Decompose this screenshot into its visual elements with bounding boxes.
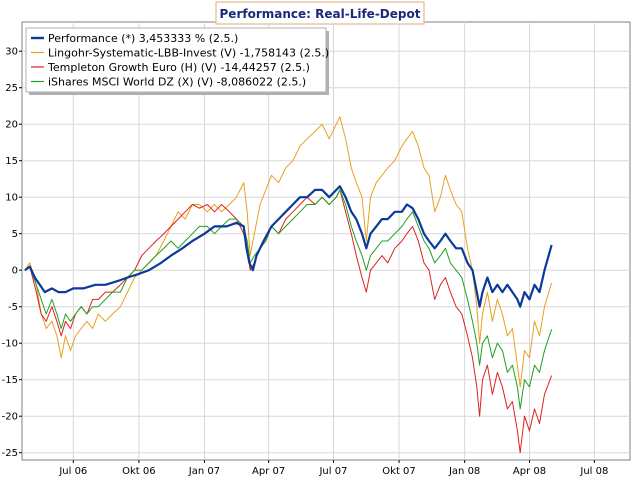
y-tick-label: 0 — [12, 266, 18, 277]
series-line-1 — [24, 189, 553, 454]
legend-entry: Performance (*) 3,453333 % (2.5.) — [48, 32, 238, 45]
legend-box — [25, 27, 327, 93]
x-tick-label: Apr 07 — [252, 466, 285, 477]
x-tick-label: Jan 08 — [448, 466, 480, 477]
title-box — [215, 1, 425, 25]
y-tick-label: 10 — [5, 193, 18, 204]
chart-title: Performance: Real-Life-Depot — [220, 7, 421, 21]
y-tick-label: -5 — [8, 302, 18, 313]
x-tick-label: Jul 08 — [579, 466, 608, 477]
y-tick-label: -20 — [2, 412, 18, 423]
x-tick-label: Okt 06 — [122, 466, 156, 477]
series-line-2 — [24, 189, 553, 410]
y-tick-label: -10 — [2, 339, 18, 350]
x-tick-label: Jan 07 — [188, 466, 220, 477]
y-tick-label: 20 — [5, 120, 18, 131]
y-tick-label: 25 — [5, 83, 18, 94]
series-line-0 — [24, 116, 553, 388]
x-tick-label: Okt 07 — [382, 466, 416, 477]
x-tick-label: Apr 08 — [513, 466, 546, 477]
legend-entry: Lingohr-Systematic-LBB-Invest (V) -1,758… — [48, 47, 329, 60]
y-tick-label: 5 — [12, 229, 18, 240]
y-tick-label: 15 — [5, 156, 18, 167]
series-line-3 — [24, 185, 553, 308]
x-tick-label: Jul 06 — [58, 466, 87, 477]
y-tick-label: -25 — [2, 448, 18, 459]
legend-entry: Templeton Growth Euro (H) (V) -14,44257 … — [47, 61, 310, 74]
y-tick-label: 30 — [5, 47, 18, 58]
legend-entry: iShares MSCI World DZ (X) (V) -8,086022 … — [48, 76, 306, 89]
y-tick-label: -15 — [2, 375, 18, 386]
x-tick-label: Jul 07 — [318, 466, 347, 477]
